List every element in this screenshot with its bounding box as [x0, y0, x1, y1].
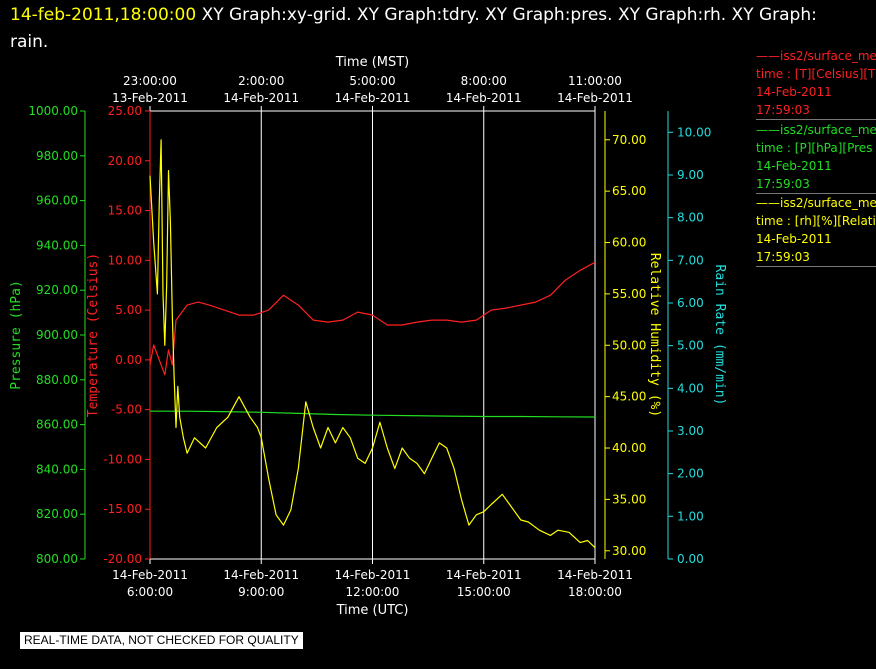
x-tick-label-date: 14-Feb-2011 [223, 568, 299, 582]
pressure-axis-title: Pressure (hPa) [9, 280, 24, 390]
x-tick-label-date: 14-Feb-2011 [446, 568, 522, 582]
rain-axis-tick-label: 10.00 [677, 125, 711, 139]
rain-axis-title: Rain Rate (mm/min) [712, 265, 727, 406]
rain-axis-tick-label: 6.00 [677, 296, 704, 310]
series-line-temperature [149, 261, 596, 376]
rain-axis-tick-label: 5.00 [677, 339, 704, 353]
legend-temperature: ——iss2/surface_me time : [T][Celsius][T … [756, 47, 876, 120]
temperature-axis-tick-label: 25.00 [108, 104, 142, 118]
x-axis-title-top: Time (MST) [335, 55, 410, 70]
legend-series-name: ——iss2/surface_me [756, 49, 876, 63]
temperature-axis-tick-label: 15.00 [108, 204, 142, 218]
rain-axis-tick-label: 2.00 [677, 467, 704, 481]
pressure-axis-tick-label: 900.00 [36, 328, 78, 342]
x-top-tick-label-date: 14-Feb-2011 [557, 91, 633, 105]
humidity-axis-tick-label: 60.00 [612, 236, 646, 250]
pressure-axis-tick-label: 800.00 [36, 552, 78, 566]
graph-list: XY Graph:xy-grid. XY Graph:tdry. XY Grap… [10, 5, 817, 52]
humidity-axis-tick-label: 70.00 [612, 133, 646, 147]
x-top-tick-label-date: 13-Feb-2011 [112, 91, 188, 105]
temperature-axis-tick-label: -5.00 [111, 403, 142, 417]
legend-time: 17:59:03 [756, 177, 810, 191]
humidity-axis-tick-label: 50.00 [612, 338, 646, 352]
pressure-axis-tick-label: 860.00 [36, 418, 78, 432]
rain-axis-tick-label: 9.00 [677, 168, 704, 182]
x-top-tick-label-time: 11:00:00 [568, 74, 622, 88]
pressure-axis-tick-label: 920.00 [36, 283, 78, 297]
legend-series-units: time : [rh][%][Relati [756, 214, 876, 228]
temperature-axis-tick-label: 10.00 [108, 253, 142, 267]
legend-time: 17:59:03 [756, 103, 810, 117]
legend-series-units: time : [P][hPa][Pres [756, 141, 873, 155]
legend-date: 14-Feb-2011 [756, 159, 832, 173]
legend-series-name: ——iss2/surface_me [756, 123, 876, 137]
rain-axis-tick-label: 0.00 [677, 552, 704, 566]
pressure-axis-tick-label: 840.00 [36, 462, 78, 476]
temperature-axis-tick-label: -20.00 [103, 552, 142, 566]
temperature-axis-title: Temperature (Celsius) [86, 253, 101, 417]
x-tick-label-time: 6:00:00 [127, 585, 173, 599]
timestamp: 14-feb-2011,18:00:00 [10, 5, 197, 25]
page-title: 14-feb-2011,18:00:00 XY Graph:xy-grid. X… [10, 2, 860, 56]
humidity-axis-tick-label: 45.00 [612, 390, 646, 404]
x-top-tick-label-time: 2:00:00 [238, 74, 284, 88]
pressure-axis-tick-label: 880.00 [36, 373, 78, 387]
pressure-axis-tick-label: 1000.00 [28, 104, 78, 118]
pressure-axis-tick-label: 820.00 [36, 507, 78, 521]
x-tick-label-date: 14-Feb-2011 [557, 568, 633, 582]
series-line-rh [149, 139, 596, 549]
legend-date: 14-Feb-2011 [756, 85, 832, 99]
rain-axis-tick-label: 8.00 [677, 211, 704, 225]
humidity-axis-title: Relative Humidity (%) [647, 253, 662, 417]
pressure-axis-tick-label: 940.00 [36, 238, 78, 252]
x-top-tick-label-date: 14-Feb-2011 [335, 91, 411, 105]
legend-humidity: ——iss2/surface_me time : [rh][%][Relati … [756, 194, 876, 267]
rain-axis-tick-label: 4.00 [677, 381, 704, 395]
humidity-axis-tick-label: 30.00 [612, 544, 646, 558]
x-top-tick-label-time: 8:00:00 [461, 74, 507, 88]
x-top-tick-label-date: 14-Feb-2011 [446, 91, 522, 105]
temperature-axis-tick-label: 20.00 [108, 154, 142, 168]
legend-date: 14-Feb-2011 [756, 232, 832, 246]
temperature-axis-tick-label: 5.00 [115, 303, 142, 317]
x-axis-title-bottom: Time (UTC) [336, 603, 409, 618]
rain-axis-tick-label: 7.00 [677, 253, 704, 267]
legend-series-units: time : [T][Celsius][T [756, 67, 876, 81]
x-tick-label-time: 15:00:00 [457, 585, 511, 599]
x-tick-label-time: 18:00:00 [568, 585, 622, 599]
rain-axis-tick-label: 1.00 [677, 509, 704, 523]
x-top-tick-label-date: 14-Feb-2011 [223, 91, 299, 105]
x-tick-label-date: 14-Feb-2011 [112, 568, 188, 582]
temperature-axis-tick-label: 0.00 [115, 353, 142, 367]
pressure-axis-tick-label: 960.00 [36, 194, 78, 208]
legend-series-name: ——iss2/surface_me [756, 196, 876, 210]
temperature-axis-tick-label: -10.00 [103, 452, 142, 466]
legend-time: 17:59:03 [756, 250, 810, 264]
x-tick-label-time: 9:00:00 [238, 585, 284, 599]
humidity-axis-tick-label: 35.00 [612, 492, 646, 506]
series-line-pressure [150, 410, 596, 418]
rain-axis-tick-label: 3.00 [677, 424, 704, 438]
pressure-axis-tick-label: 980.00 [36, 149, 78, 163]
x-top-tick-label-time: 5:00:00 [349, 74, 395, 88]
humidity-axis-tick-label: 55.00 [612, 287, 646, 301]
temperature-axis-tick-label: -15.00 [103, 502, 142, 516]
quality-banner: REAL-TIME DATA, NOT CHECKED FOR QUALITY [20, 632, 303, 649]
x-tick-label-time: 12:00:00 [346, 585, 400, 599]
x-tick-label-date: 14-Feb-2011 [335, 568, 411, 582]
legend-pressure: ——iss2/surface_me time : [P][hPa][Pres 1… [756, 121, 876, 194]
x-top-tick-label-time: 23:00:00 [123, 74, 177, 88]
humidity-axis-tick-label: 40.00 [612, 441, 646, 455]
humidity-axis-tick-label: 65.00 [612, 184, 646, 198]
